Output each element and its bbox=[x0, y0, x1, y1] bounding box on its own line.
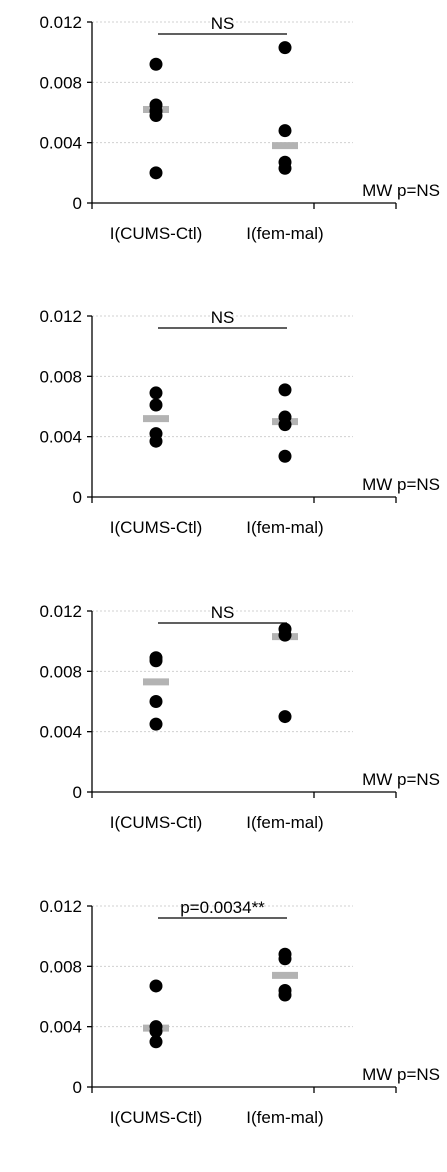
y-tick-label: 0.012 bbox=[39, 897, 82, 916]
data-point bbox=[278, 710, 292, 724]
test-label: MW p=NS bbox=[362, 770, 440, 789]
test-label: MW p=NS bbox=[362, 1065, 440, 1084]
chart-panel-1: 0 0.004 0.008 0.012 I(CUMS-Ctl) I(fem-mal) NS M… bbox=[39, 13, 440, 243]
x-tick-label: I(fem-mal) bbox=[246, 813, 323, 832]
data-point bbox=[149, 695, 163, 708]
y-tick-label: 0.008 bbox=[39, 957, 82, 976]
data-point bbox=[149, 434, 163, 448]
y-tick-label: 0.004 bbox=[39, 428, 82, 447]
y-tick-label: 0.012 bbox=[39, 307, 82, 326]
y-tick-label: 0.008 bbox=[39, 73, 82, 92]
data-point bbox=[278, 41, 292, 55]
data-point bbox=[149, 57, 163, 71]
y-tick-label: 0 bbox=[73, 783, 82, 802]
test-label: MW p=NS bbox=[362, 181, 440, 200]
data-point bbox=[149, 1035, 163, 1049]
data-point bbox=[278, 124, 292, 138]
y-tick-label: 0.004 bbox=[39, 723, 82, 742]
data-point bbox=[149, 654, 163, 668]
y-tick-label: 0 bbox=[73, 194, 82, 213]
x-tick-label: I(fem-mal) bbox=[246, 1108, 323, 1127]
y-tick-label: 0.008 bbox=[39, 367, 82, 386]
data-point bbox=[149, 166, 163, 180]
significance-label: NS bbox=[211, 308, 235, 327]
significance-label: NS bbox=[211, 14, 235, 33]
chart-panel-2: 0 0.004 0.008 0.012 I(CUMS-Ctl) I(fem-mal) NS M… bbox=[39, 307, 440, 537]
data-point bbox=[278, 988, 292, 1002]
data-point bbox=[149, 109, 163, 123]
chart-panel-3: 0 0.004 0.008 0.012 I(CUMS-Ctl) I(fem-mal) NS M… bbox=[39, 602, 440, 832]
y-tick-label: 0 bbox=[73, 1078, 82, 1097]
x-tick-label: I(CUMS-Ctl) bbox=[110, 518, 203, 537]
data-point bbox=[149, 386, 163, 400]
data-point bbox=[149, 717, 163, 731]
data-point bbox=[278, 383, 292, 397]
data-point bbox=[149, 1024, 163, 1038]
data-point bbox=[278, 628, 292, 642]
data-point bbox=[149, 398, 163, 412]
y-tick-label: 0.008 bbox=[39, 662, 82, 681]
test-label: MW p=NS bbox=[362, 475, 440, 494]
x-tick-label: I(CUMS-Ctl) bbox=[110, 1108, 203, 1127]
significance-label: NS bbox=[211, 603, 235, 622]
y-tick-label: 0 bbox=[73, 488, 82, 507]
x-tick-label: I(CUMS-Ctl) bbox=[110, 224, 203, 243]
data-point bbox=[278, 161, 292, 175]
chart-panel-4: 0 0.004 0.008 0.012 I(CUMS-Ctl) I(fem-mal) p=0… bbox=[39, 897, 440, 1127]
x-tick-label: I(fem-mal) bbox=[246, 518, 323, 537]
x-tick-label: I(CUMS-Ctl) bbox=[110, 813, 203, 832]
data-point bbox=[278, 952, 292, 966]
data-point bbox=[278, 449, 292, 463]
data-point bbox=[278, 418, 292, 432]
y-tick-label: 0.012 bbox=[39, 602, 82, 621]
y-tick-label: 0.004 bbox=[39, 134, 82, 153]
significance-label: p=0.0034** bbox=[180, 898, 265, 917]
x-tick-label: I(fem-mal) bbox=[246, 224, 323, 243]
data-point bbox=[149, 979, 163, 993]
y-tick-label: 0.004 bbox=[39, 1018, 82, 1037]
y-tick-label: 0.012 bbox=[39, 13, 82, 32]
